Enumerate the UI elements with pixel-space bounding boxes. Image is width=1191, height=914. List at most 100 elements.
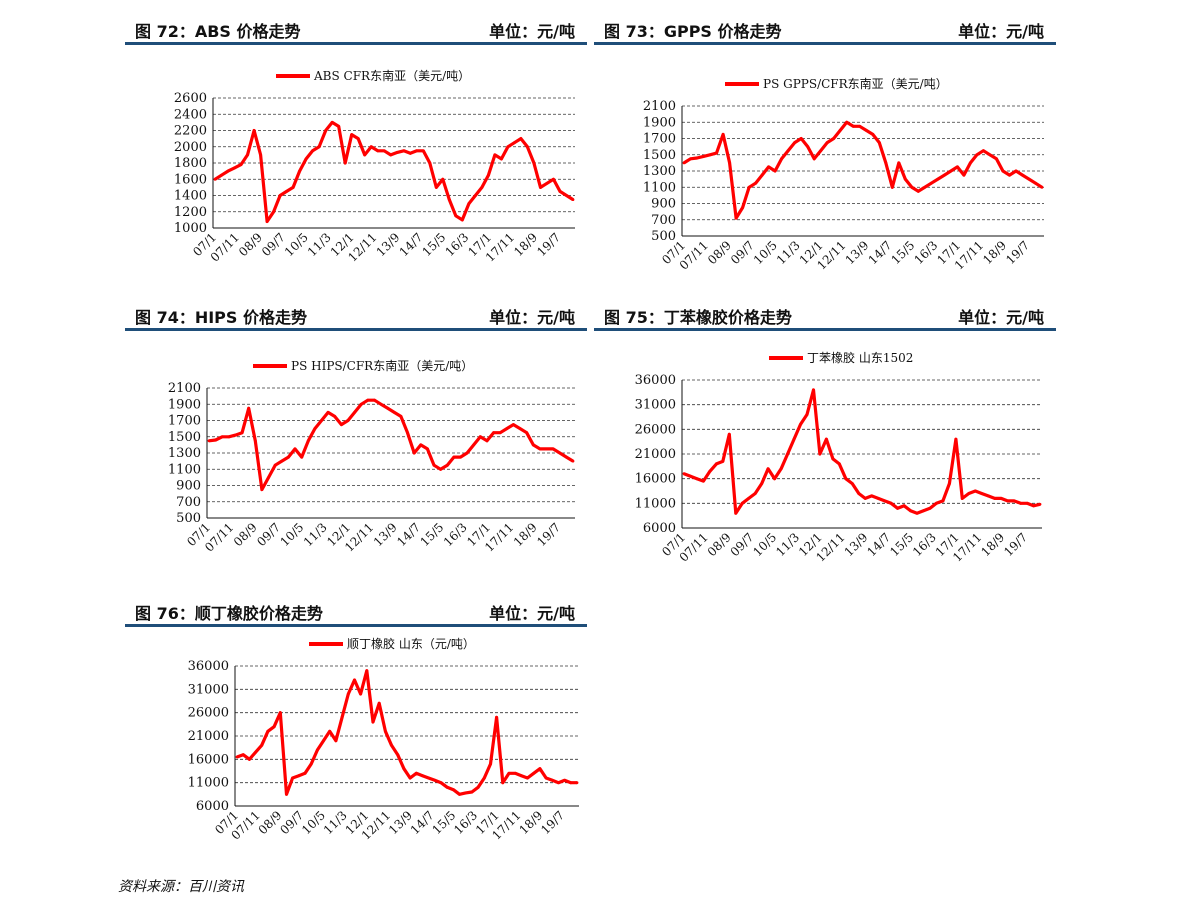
data-point [941,499,945,503]
y-tick-label: 11000 [635,496,676,511]
data-point [545,181,549,185]
data-point [837,462,841,466]
x-tick-label: 18/9 [511,520,540,549]
data-point [415,149,419,153]
data-point [227,435,231,439]
y-tick-label: 1500 [643,148,676,163]
y-tick-label: 2100 [168,381,201,396]
data-point [280,459,284,463]
data-point [493,153,497,157]
data-point [353,678,356,682]
data-point [472,443,476,447]
data-point [747,497,751,500]
data-point [489,762,492,766]
data-point [825,437,828,441]
data-point [956,165,959,169]
x-tick-label: 11/3 [301,520,330,549]
data-point [395,151,399,154]
series-line [208,398,574,492]
panel-header: 图 76：顺丁橡胶价格走势 单位：元/吨 [125,596,587,627]
data-point [973,489,977,493]
data-point [571,459,575,463]
data-point [870,494,874,498]
x-tick-label: 15/5 [888,238,917,267]
data-point [452,788,455,792]
data-point [311,149,314,153]
unit-label: 单位：元/吨 [958,308,1044,327]
data-point [569,781,573,785]
data-point [287,455,290,459]
data-point [467,202,471,206]
data-point [350,133,354,136]
data-point [558,190,562,193]
data-point [863,497,867,500]
data-point [876,497,880,500]
data-point [708,469,712,473]
data-point [689,474,692,478]
data-point [346,692,350,696]
x-tick-label: 11/3 [305,230,334,259]
y-tick-label: 1600 [174,172,207,187]
data-point [695,477,699,481]
data-point [213,177,217,181]
y-tick-label: 1400 [174,189,207,204]
data-point [495,715,498,719]
data-point [389,153,393,157]
data-point [550,778,554,782]
data-point [340,715,344,719]
data-point [428,161,432,165]
data-point [544,776,548,780]
data-point [786,452,789,456]
data-point [948,482,951,485]
y-tick-label: 700 [651,213,676,228]
data-point [272,210,275,214]
data-point [715,151,718,155]
data-point [356,137,360,140]
data-point [421,774,424,778]
data-point [864,129,868,132]
data-point [272,725,276,729]
x-tick-label: 08/9 [236,230,265,259]
data-point [247,406,251,410]
data-point [454,214,458,218]
data-point [721,460,725,463]
data-point [557,781,560,785]
data-point [850,482,854,485]
x-tick-label: 19/7 [1003,238,1032,267]
data-point [754,181,757,185]
data-point [845,120,849,124]
data-point [986,494,990,498]
x-tick-label: 13/9 [843,238,872,267]
data-point [552,177,555,181]
data-point [889,501,893,505]
data-point [507,771,511,775]
data-point [831,457,835,461]
x-tick-label: 10/5 [277,520,306,549]
data-point [884,161,888,165]
data-point [844,477,848,481]
data-point [871,133,875,136]
data-point [259,153,262,157]
data-point [313,427,317,430]
data-point [916,189,920,193]
data-point [265,220,269,223]
data-point [384,729,387,733]
data-point [857,492,861,495]
data-point [883,499,887,503]
data-point [207,439,211,443]
data-point [346,419,350,422]
series-line [214,120,574,224]
data-point [558,451,562,455]
data-point [954,437,958,441]
y-tick-label: 1500 [168,430,201,445]
data-point [369,145,373,149]
y-tick-label: 21000 [188,729,229,744]
x-tick-label: 11/3 [773,530,802,559]
data-point [441,177,445,181]
data-point [832,137,836,140]
data-point [708,153,712,157]
y-tick-label: 6000 [196,799,229,814]
y-tick-label: 36000 [635,373,676,388]
data-point [298,169,301,173]
